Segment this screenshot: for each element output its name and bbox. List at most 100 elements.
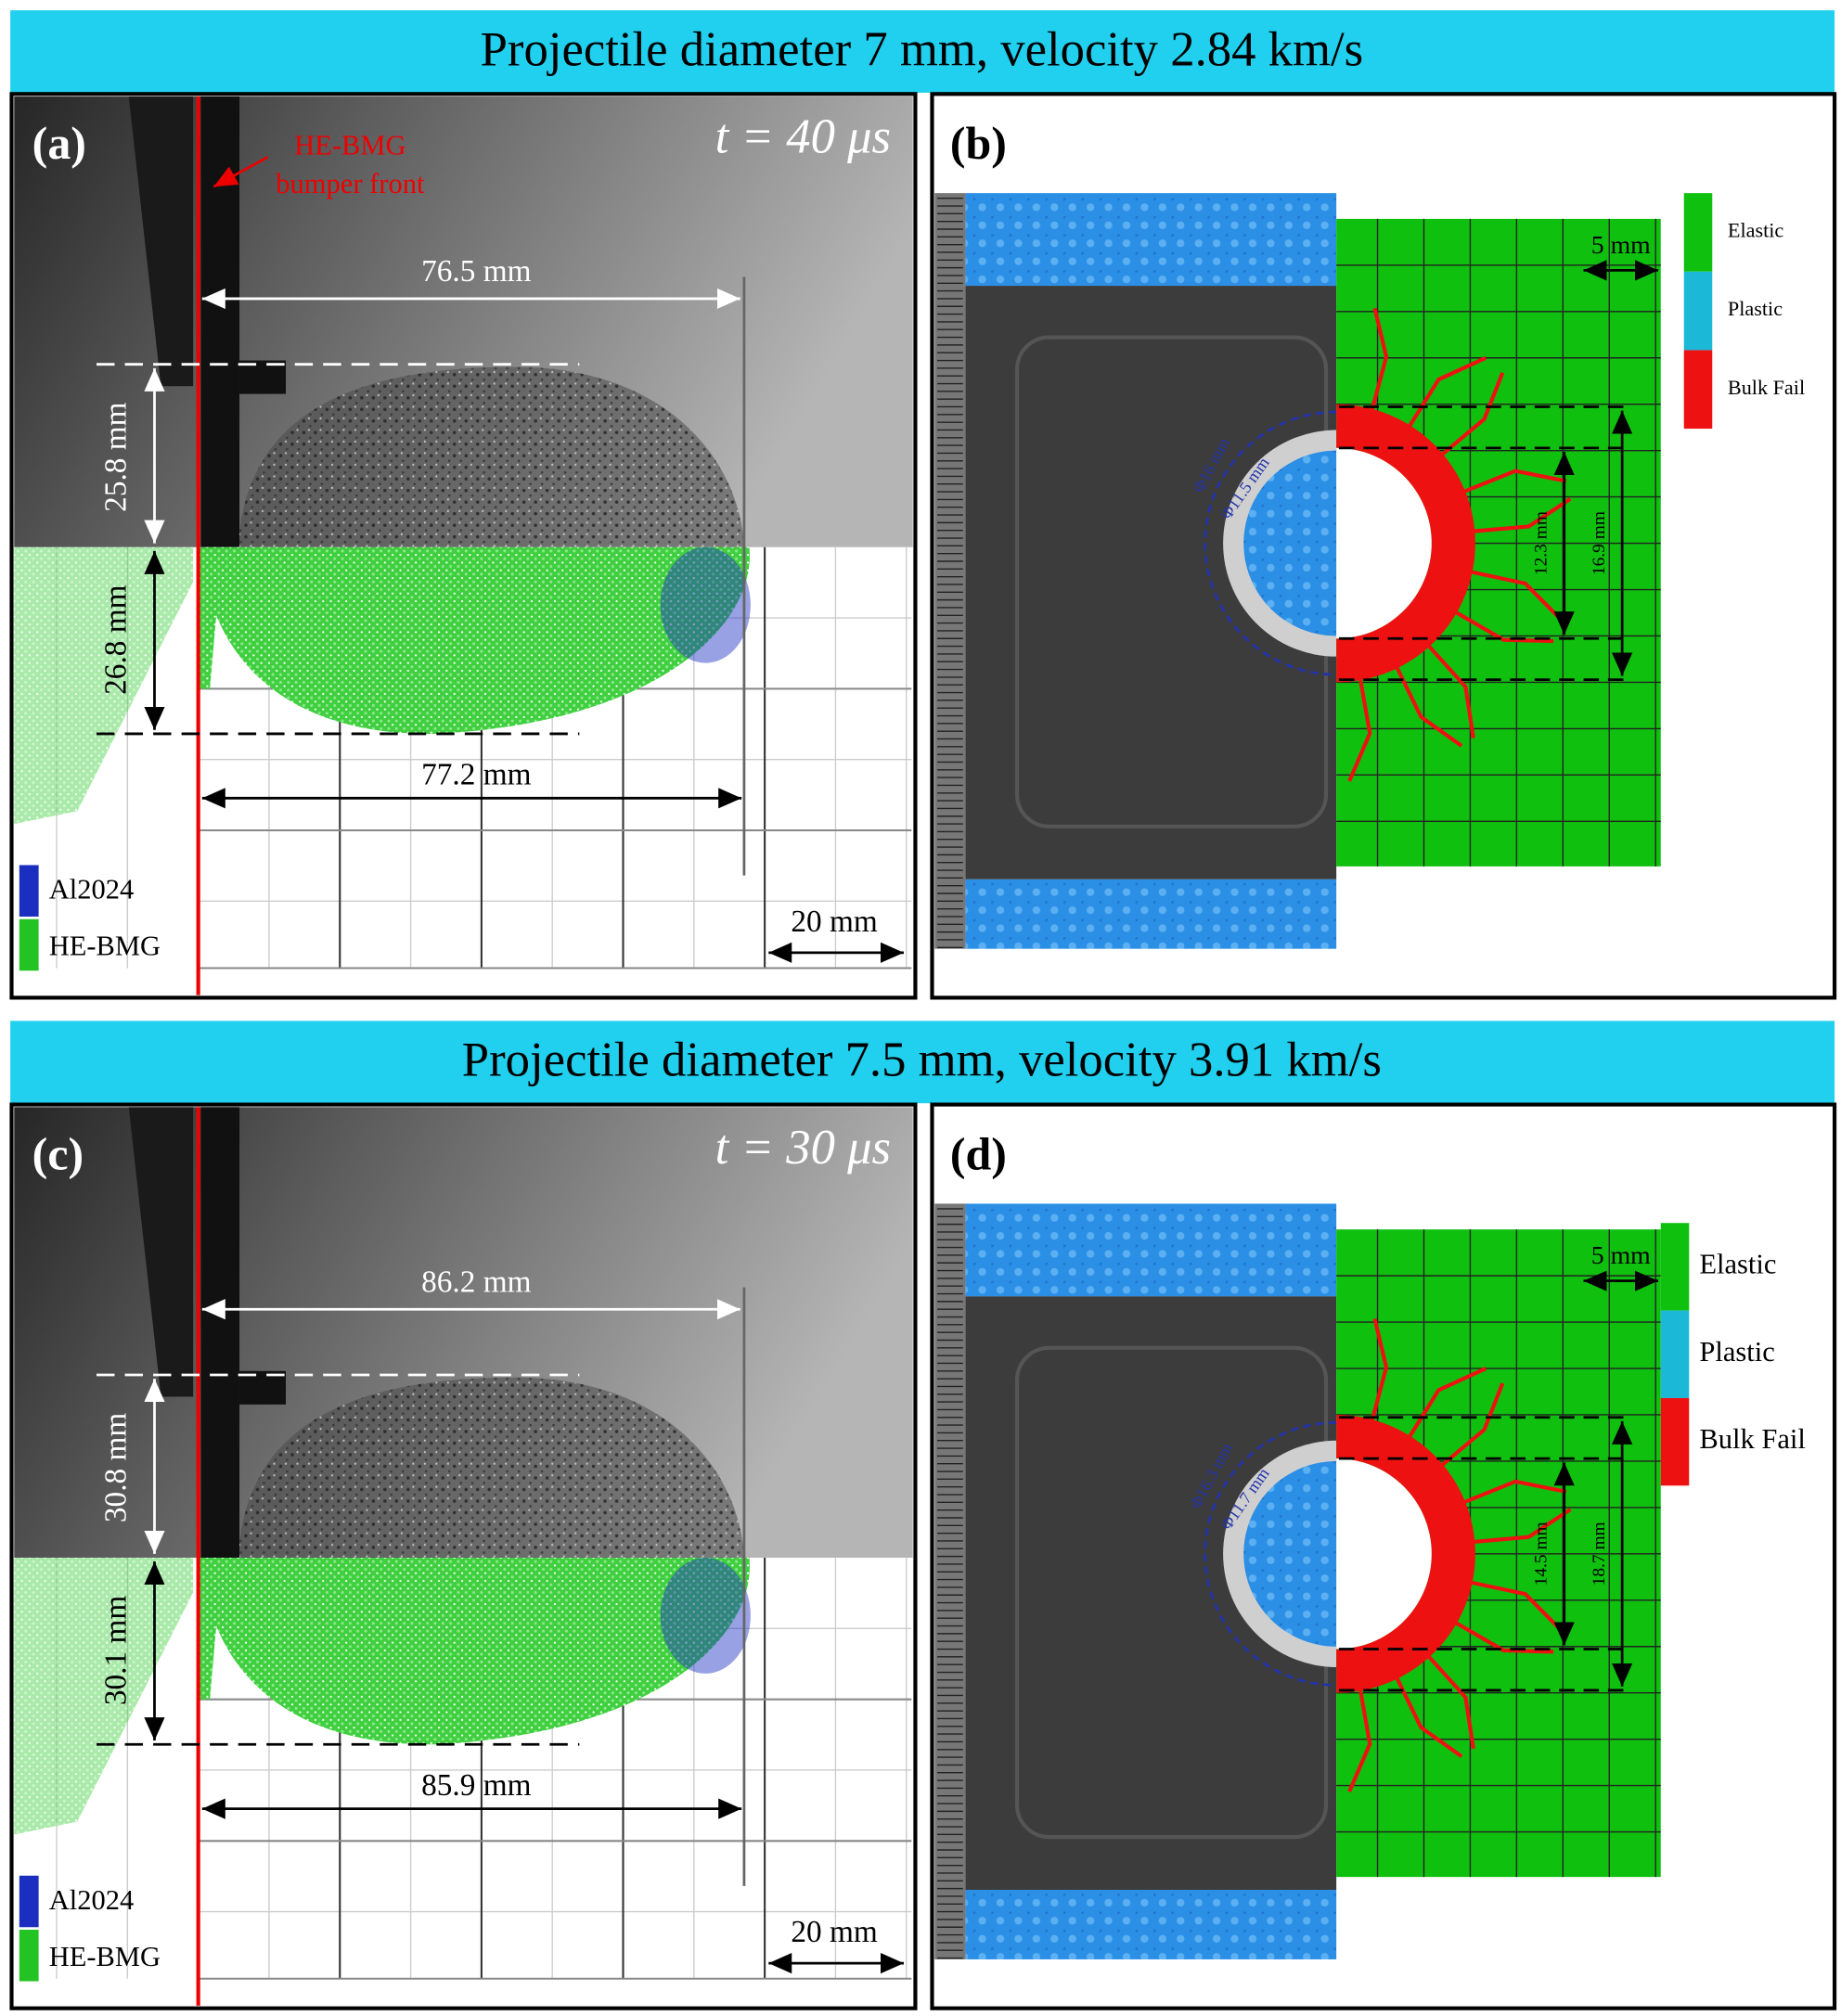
bumper-plate <box>200 1107 240 1559</box>
crack <box>1452 1619 1554 1654</box>
ruler <box>934 193 966 949</box>
backing-bottom <box>965 1890 1337 1959</box>
crack <box>1461 1479 1567 1506</box>
legend-label: Al2024 <box>49 1884 135 1916</box>
left-panel: 86.2 mm 30.8 mm 30.1 mm 85.9 mm 20 mm Al2024 H… <box>9 1102 918 2010</box>
legend-label: Elastic <box>1699 1248 1776 1279</box>
crater-outline <box>1204 1420 1337 1687</box>
legend-label: Bulk Fail <box>1728 376 1805 399</box>
scale-label: 5 mm <box>1591 1241 1651 1270</box>
crack <box>1406 1367 1487 1441</box>
crack <box>1347 1686 1372 1792</box>
crack <box>1461 469 1567 494</box>
legend-label: HE-BMG <box>49 931 161 962</box>
bulk-fail-ring <box>1336 404 1475 683</box>
crack <box>1369 1318 1389 1424</box>
legend-swatch <box>1660 1223 1690 1311</box>
figure-row: Projectile diameter 7 mm, velocity 2.84 … <box>9 10 1837 1000</box>
dimension-label: 25.8 mm <box>98 402 133 512</box>
bumper-shadow <box>128 1107 194 1397</box>
perforation <box>1243 450 1337 636</box>
debris-speckle <box>238 366 744 547</box>
legend-swatch <box>1660 1310 1690 1398</box>
backing-bottom <box>965 879 1337 949</box>
legend-swatch <box>1683 350 1713 430</box>
crack <box>1369 307 1389 414</box>
dimension-label: 16.9 mm <box>1590 511 1609 575</box>
dimension-label: 30.8 mm <box>98 1413 133 1523</box>
sim-hole <box>1336 1458 1432 1650</box>
crack <box>1394 663 1463 748</box>
sim-al2024 <box>660 1558 751 1674</box>
panel-label: (d) <box>950 1127 1007 1179</box>
legend-swatch <box>19 1930 39 1982</box>
sim-al2024 <box>660 546 751 663</box>
title-bar <box>10 1021 1835 1104</box>
crack <box>1394 1674 1463 1758</box>
bumper-note: HE-BMG <box>294 130 406 161</box>
panel-label: (a) <box>32 117 86 169</box>
scale-label: 5 mm <box>1591 231 1651 260</box>
debris-speckle <box>238 1377 744 1559</box>
bumper-holder <box>239 360 287 394</box>
sim-hole <box>1336 447 1432 639</box>
dimension-label: 18.7 mm <box>1590 1522 1609 1586</box>
crack <box>1406 355 1487 430</box>
legend-swatch <box>1683 271 1713 351</box>
row-title: Projectile diameter 7 mm, velocity 2.84 … <box>481 22 1364 76</box>
dimension-label: 12.3 mm <box>1532 511 1551 575</box>
panel-label: (b) <box>950 117 1007 169</box>
bulk-fail-ring <box>1336 1414 1475 1693</box>
sim-plume <box>200 546 750 735</box>
crater-outline <box>1204 410 1337 676</box>
crack <box>1452 609 1554 644</box>
backing-top <box>965 1203 1337 1297</box>
scale-label: 20 mm <box>791 905 878 939</box>
crack <box>1347 675 1372 782</box>
dimension-label: 86.2 mm <box>421 1265 531 1299</box>
dimension-label: 14.5 mm <box>1532 1522 1551 1586</box>
legend-label: Plastic <box>1699 1336 1774 1368</box>
bumper-holder <box>239 1370 287 1405</box>
legend-swatch <box>19 918 39 971</box>
legend-label: Plastic <box>1728 297 1783 320</box>
dimension-label: 76.5 mm <box>421 254 531 289</box>
sim-plume <box>200 1558 750 1745</box>
row-title: Projectile diameter 7.5 mm, velocity 3.9… <box>462 1034 1382 1087</box>
dimension-label: 77.2 mm <box>421 758 531 792</box>
time-label: t = 40 μs <box>715 110 891 164</box>
legend-swatch <box>1683 193 1713 272</box>
bumper-plate <box>200 96 240 547</box>
crack <box>1425 1652 1475 1750</box>
crack <box>1438 1382 1505 1469</box>
dimension-label: 85.9 mm <box>421 1768 531 1803</box>
left-panel: 76.5 mm 25.8 mm 26.8 mm 77.2 mm 20 mm Al2024 H… <box>9 92 918 1000</box>
legend-label: Al2024 <box>49 874 135 905</box>
legend-swatch <box>19 1875 39 1928</box>
dimension-label: 30.1 mm <box>98 1596 133 1706</box>
perforation <box>1243 1460 1337 1647</box>
crack <box>1468 569 1564 623</box>
legend-label: HE-BMG <box>49 1941 161 1972</box>
crack <box>1438 371 1505 458</box>
scale-label: 20 mm <box>791 1915 878 1949</box>
crack <box>1468 1580 1564 1633</box>
legend-swatch <box>1660 1397 1690 1486</box>
time-label: t = 30 μs <box>715 1121 891 1175</box>
legend-label: Bulk Fail <box>1699 1423 1805 1455</box>
note-arrow <box>212 156 269 188</box>
dimension-label: 26.8 mm <box>98 584 133 695</box>
backing-top <box>965 193 1337 287</box>
crack <box>1425 642 1475 738</box>
panel-label: (c) <box>32 1127 84 1179</box>
legend-swatch <box>19 865 39 917</box>
ruler <box>934 1203 966 1959</box>
legend-label: Elastic <box>1728 219 1784 242</box>
bumper-shadow <box>128 96 194 387</box>
bumper-note: bumper front <box>276 168 425 199</box>
title-bar <box>10 10 1835 93</box>
